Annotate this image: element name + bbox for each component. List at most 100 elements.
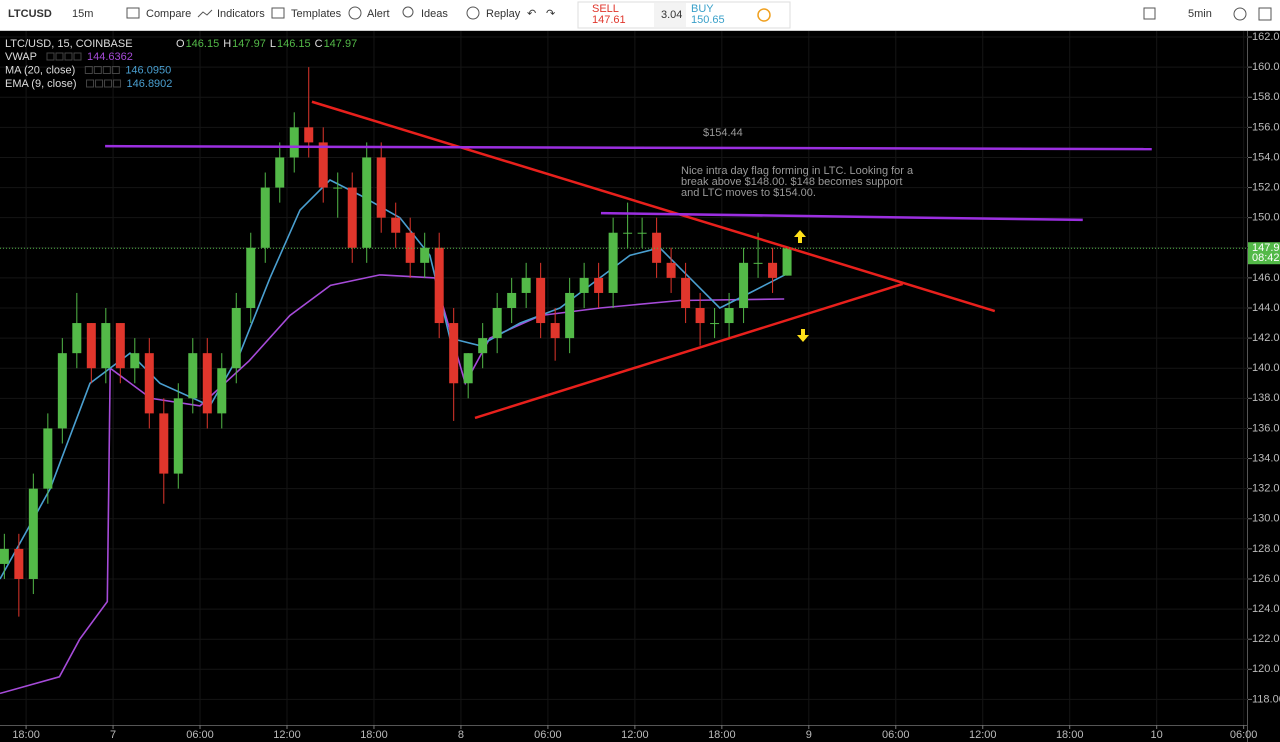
trend-line — [105, 144, 1152, 151]
y-tick-label: 132.00 — [1252, 483, 1280, 495]
ohlc-key: H — [223, 38, 231, 50]
indicator-button — [102, 66, 111, 74]
candle-body — [43, 428, 53, 489]
note-line: and LTC moves to $154.00. — [681, 187, 816, 199]
indicator-button — [86, 79, 95, 88]
y-tick-label: 156.00 — [1252, 121, 1280, 133]
candle-body — [289, 127, 299, 158]
y-tick-label: 120.00 — [1252, 663, 1280, 675]
info-icon[interactable] — [757, 8, 771, 22]
candle-body — [405, 232, 415, 263]
ideas-icon — [402, 6, 414, 18]
indicator-button — [73, 52, 82, 61]
candle-body — [318, 142, 328, 188]
right-interval[interactable]: 5min — [1188, 8, 1212, 20]
candle-body — [579, 277, 589, 293]
replay[interactable]: Replay — [486, 8, 521, 20]
ohlc-key: L — [270, 38, 276, 50]
compare[interactable]: Compare — [146, 8, 191, 20]
settings-icon[interactable] — [1233, 7, 1247, 21]
y-tick-label: 128.00 — [1252, 543, 1280, 555]
candle-body — [101, 323, 111, 369]
y-tick-label: 122.00 — [1252, 633, 1280, 645]
alert-icon — [348, 6, 362, 20]
indicators[interactable]: Indicators — [217, 8, 265, 20]
candle-body — [695, 308, 705, 324]
redo[interactable]: ↷ — [546, 8, 555, 20]
candle-body — [188, 353, 198, 399]
indicator-button — [111, 66, 120, 74]
candle-body — [231, 308, 241, 369]
alert[interactable]: Alert — [367, 8, 390, 20]
trend-line — [311, 100, 996, 313]
x-tick-label: 06:00 — [882, 729, 910, 741]
candle-body — [550, 323, 560, 339]
chart-title: LTC/USD, 15, COINBASE — [5, 38, 133, 50]
candle-body — [521, 277, 531, 293]
candle-body — [420, 247, 430, 263]
indicator-name: VWAP — [5, 51, 37, 63]
last-price-label: 147.97 — [1252, 242, 1280, 254]
candle-body — [144, 353, 154, 414]
candle-body — [333, 187, 343, 189]
y-tick-label: 138.00 — [1252, 392, 1280, 404]
trend-line — [474, 282, 904, 420]
buy-price[interactable]: 150.65 — [691, 14, 725, 26]
ohlc-value: 146.15 — [277, 38, 311, 50]
candle-body — [724, 308, 734, 324]
candle-body — [115, 323, 125, 369]
fullscreen-icon[interactable] — [1143, 7, 1156, 20]
candle-body — [536, 277, 546, 324]
ohlc-value: 146.15 — [186, 38, 220, 50]
indicator-name: MA (20, close) — [5, 64, 75, 76]
y-tick-label: 118.00 — [1252, 693, 1280, 705]
candle-body — [86, 323, 96, 369]
buy-label[interactable]: BUY — [691, 3, 714, 15]
candle-body — [391, 217, 401, 233]
candle-body — [478, 338, 488, 354]
ohlc-key: O — [176, 38, 185, 50]
x-tick-label: 06:00 — [534, 729, 562, 741]
indicator-value: 146.0950 — [125, 64, 171, 76]
y-tick-label: 134.00 — [1252, 452, 1280, 464]
symbol[interactable]: LTCUSD — [8, 8, 52, 20]
candle-body — [507, 292, 517, 309]
ohlc-value: 147.97 — [324, 38, 358, 50]
candle-body — [768, 262, 778, 278]
candle-body — [652, 232, 662, 263]
x-tick-label: 18:00 — [360, 729, 388, 741]
candle-body — [159, 413, 169, 474]
candle-body — [710, 323, 720, 325]
x-tick-label: 12:00 — [621, 729, 649, 741]
interval[interactable]: 15m — [72, 8, 93, 20]
sell-label[interactable]: SELL — [592, 3, 619, 15]
candle-body — [72, 323, 82, 354]
candle-body — [260, 187, 270, 248]
x-tick-label: 12:00 — [273, 729, 301, 741]
indicator-name: EMA (9, close) — [5, 78, 77, 90]
candle-body — [623, 232, 633, 234]
ideas[interactable]: Ideas — [421, 8, 448, 20]
candle-body — [202, 353, 212, 414]
indicator-button — [55, 52, 64, 61]
indicator-value: 146.8902 — [127, 78, 173, 90]
x-tick-label: 06:00 — [186, 729, 214, 741]
candle-body — [173, 398, 183, 474]
indicator-button — [95, 79, 104, 88]
y-tick-label: 162.00 — [1252, 31, 1280, 43]
undo[interactable]: ↶ — [527, 8, 536, 20]
indicator-line — [0, 274, 785, 695]
y-tick-label: 130.00 — [1252, 513, 1280, 525]
candle-body — [362, 157, 372, 248]
plot — [0, 31, 1248, 725]
x-tick-label: 18:00 — [12, 729, 40, 741]
price-note: $154.44 — [703, 127, 743, 139]
sell-price[interactable]: 147.61 — [592, 14, 626, 26]
candle-body — [217, 368, 227, 414]
candle-body — [434, 247, 444, 324]
indicator-button — [46, 52, 55, 61]
expand-icon[interactable] — [1258, 7, 1272, 21]
y-tick-label: 150.00 — [1252, 212, 1280, 224]
indicator-line — [0, 179, 786, 580]
templates[interactable]: Templates — [291, 8, 342, 20]
